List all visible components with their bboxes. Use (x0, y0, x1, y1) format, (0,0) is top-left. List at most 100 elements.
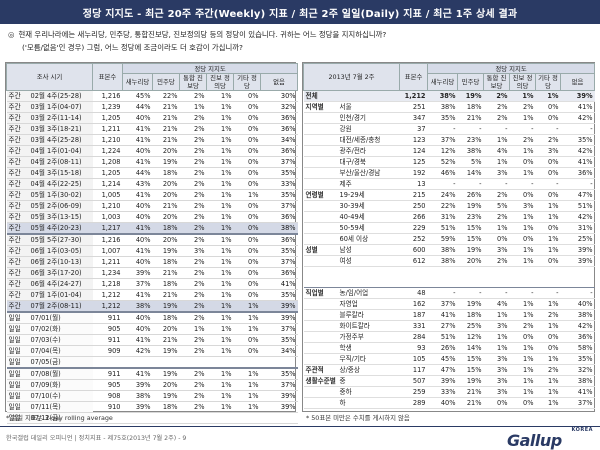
detail-row: 성별 남성 600 38% 19% 3% 1% 1% 39% (303, 244, 595, 257)
cell-saenuri: 52% (427, 156, 458, 169)
cell-minju: 23% (457, 134, 484, 147)
cell-base: 347 (399, 112, 428, 125)
weekly-row: 주간 05월 3주(13-15) 1,003 40% 20% 2% 1% 0% 36% (6, 211, 298, 224)
cell-other: 1% (233, 323, 261, 336)
cell-minju: 18% (152, 401, 180, 414)
row-type: 주간 (6, 256, 29, 269)
header-none-right: 없음 (560, 73, 596, 92)
cell-minju: 20% (152, 379, 180, 392)
weekly-row: 주간 07월 1주(01-04) 1,212 41% 21% 2% 1% 0% 35% (6, 289, 298, 302)
row-type: 주간 (6, 222, 29, 235)
row-type: 주간 (6, 112, 29, 125)
cell-saenuri: 39% (427, 375, 458, 387)
cell-jinbo: 1% (509, 363, 536, 376)
row-period: 04월 4주(22-25) (28, 178, 93, 191)
cell-minju: 19% (457, 90, 484, 103)
cell-tonghap: 2% (179, 267, 207, 280)
cell-none: 42% (560, 320, 595, 332)
cell-minju: - (457, 178, 484, 191)
cell-base: 93 (399, 342, 428, 354)
cell-minju: 19% (152, 245, 180, 258)
cell-tonghap: 3% (483, 353, 510, 365)
cell-tonghap: 3% (483, 167, 510, 180)
detail-row: 대구/경북 125 52% 5% 1% 0% 0% 41% (303, 156, 595, 169)
subgroup-label: 자영업 (337, 298, 400, 310)
cell-none: 31% (560, 222, 595, 235)
cell-none: 38% (560, 309, 595, 321)
cell-jinbo: 1% (206, 167, 234, 180)
spacer-cell (304, 267, 595, 277)
weekly-row: 주간 05월 5주(27-30) 1,216 40% 20% 2% 1% 0% 36% (6, 233, 298, 247)
cell-saenuri: 12% (427, 145, 458, 158)
cell-minju: 23% (457, 211, 484, 224)
daily-row: 일일 07/02(화) 905 40% 20% 1% 1% 1% 37% (6, 323, 298, 336)
daily-row: 일일 07/08(월) 911 41% 19% 2% 1% 1% 35% (6, 367, 298, 381)
cell-tonghap: 3% (179, 245, 207, 258)
cell-base: 1,003 (92, 211, 123, 224)
detail-row: 중하 259 33% 21% 3% 1% 1% 41% (303, 386, 595, 398)
cell-other: - (535, 178, 561, 191)
subgroup-label: 제주 (337, 178, 400, 191)
cell-tonghap: 2% (179, 112, 207, 125)
cell-none: 36% (260, 267, 298, 280)
cell-minju: 18% (457, 101, 484, 114)
cell-other: 1% (535, 244, 561, 257)
cell-saenuri: 26% (427, 342, 458, 354)
row-type: 주간 (6, 90, 29, 103)
cell-base: 105 (399, 353, 428, 365)
detail-row: 자영업 162 37% 19% 4% 1% 1% 40% (303, 298, 595, 310)
subgroup-label: 서울 (337, 101, 400, 114)
cell-jinbo: - (509, 123, 536, 136)
cell-saenuri: 40% (122, 200, 153, 213)
cell-base: 1,212 (92, 300, 123, 313)
cell-base: 1,217 (92, 222, 123, 235)
cell-minju: 22% (152, 90, 180, 103)
weekly-row: 주간 03월 2주(11-14) 1,205 40% 21% 2% 1% 0% 36% (6, 112, 298, 125)
row-period: 07/10(수) (28, 390, 93, 403)
row-type: 주간 (6, 134, 29, 147)
cell-other: 0% (233, 200, 261, 213)
detail-row: 강원 37- - - - - - (303, 123, 595, 136)
group-label (303, 342, 338, 354)
cell-other: 0% (233, 289, 261, 302)
cell-none: 41% (560, 101, 595, 114)
cell-minju: 20% (152, 323, 180, 336)
cell-base (92, 356, 123, 369)
subgroup-label: 학생 (337, 342, 400, 354)
row-type: 주간 (6, 156, 29, 169)
group-label: 연령별 (303, 189, 338, 202)
cell-minju: 21% (457, 386, 484, 398)
cell-tonghap: 2% (179, 156, 207, 169)
cell-jinbo: 0% (509, 189, 536, 202)
cell-base: 1,205 (92, 167, 123, 180)
cell-jinbo: 1% (206, 200, 234, 213)
cell-minju: 20% (457, 255, 484, 268)
cell-base: 331 (399, 320, 428, 332)
cell-none: 30% (260, 90, 298, 103)
header-base: 표본수 (92, 62, 123, 92)
cell-other: 1% (535, 211, 561, 224)
cell-saenuri: 38% (427, 90, 458, 103)
cell-tonghap: 2% (179, 189, 207, 202)
group-label (303, 167, 338, 180)
cell-none: 37% (260, 379, 298, 392)
cell-saenuri: 41% (122, 367, 153, 381)
weekly-row: 주간 03월 1주(04-07) 1,239 44% 21% 1% 1% 0% 32% (6, 101, 298, 114)
cell-saenuri: 40% (427, 397, 458, 409)
cell-saenuri: 41% (122, 156, 153, 169)
row-period: 07/11(목) (28, 401, 93, 414)
detail-row: 40-49세 266 31% 23% 2% 1% 1% 42% (303, 211, 595, 224)
survey-question: ◎ 현재 우리나라에는 새누리당, 민주당, 통합진보당, 진보정의당 등의 정당… (8, 28, 592, 54)
cell-saenuri: 45% (122, 90, 153, 103)
cell-base: 910 (92, 401, 123, 414)
cell-base: 259 (399, 386, 428, 398)
cell-base: 48 (399, 286, 428, 299)
cell-minju: 21% (152, 289, 180, 302)
cell-none: 35% (260, 289, 298, 302)
weekly-row: 주간 04월 4주(22-25) 1,214 43% 20% 2% 1% 0% 33% (6, 178, 298, 191)
detail-row: 30-39세 250 22% 19% 5% 3% 1% 51% (303, 200, 595, 213)
cell-jinbo: 1% (509, 298, 536, 310)
cell-other: 0% (535, 101, 561, 114)
cell-none: 41% (260, 278, 298, 291)
cell-saenuri: 38% (427, 101, 458, 114)
